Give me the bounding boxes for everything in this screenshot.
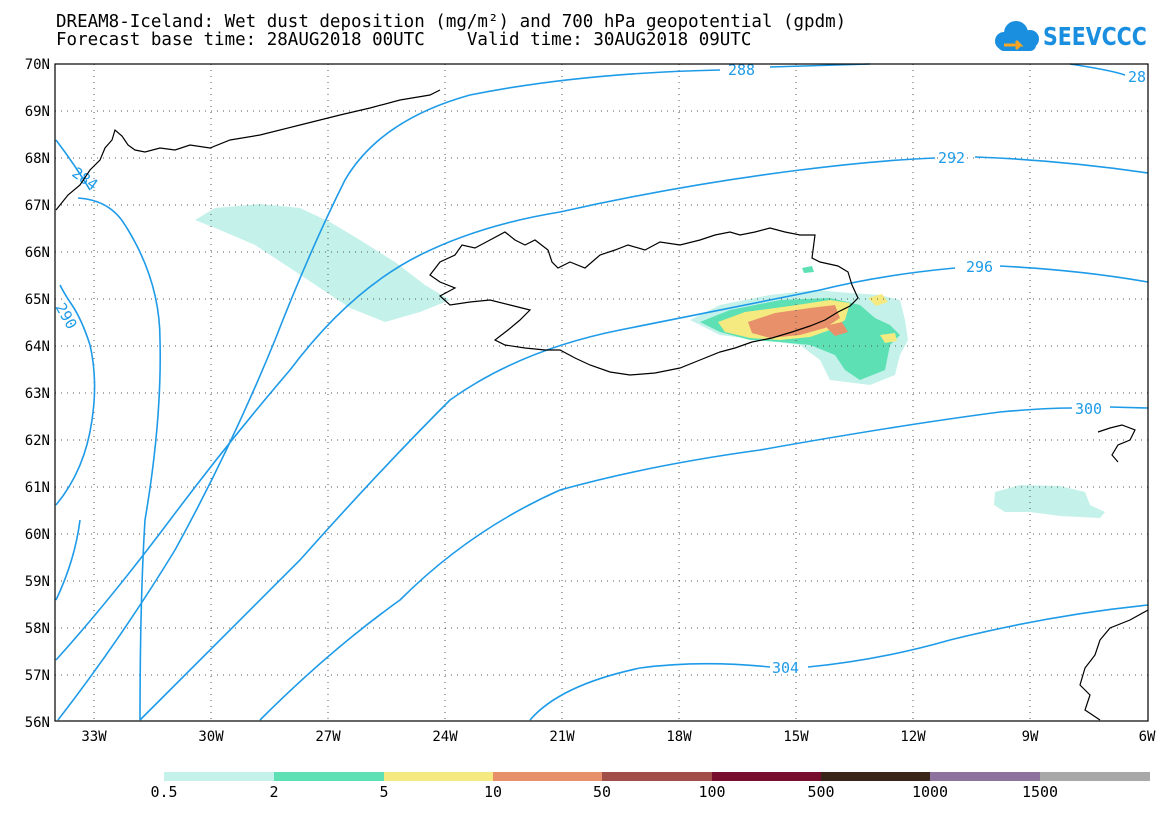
shetland-coast [1097, 424, 1136, 463]
legend-swatch [493, 772, 602, 781]
legend-label: 5 [379, 783, 389, 801]
lon-label: 12W [900, 729, 926, 745]
lon-label: 15W [783, 729, 809, 745]
map-title: DREAM8-Iceland: Wet dust deposition (mg/… [56, 12, 847, 32]
legend-label: 1500 [1021, 783, 1059, 801]
legend-swatch [930, 772, 1040, 781]
legend-swatch [712, 772, 821, 781]
contour-label: 28 [1128, 68, 1146, 86]
legend-swatch [821, 772, 930, 781]
dust-area-5c [880, 333, 897, 343]
contour-label: 290 [52, 300, 81, 332]
legend-label: 50 [592, 783, 612, 801]
dust-deposition-layer [195, 204, 1105, 518]
dust-area-10b [825, 322, 848, 336]
dust-area-small [802, 266, 814, 273]
contour-label: 296 [966, 258, 993, 276]
greenland-coast [55, 89, 441, 211]
legend-swatch [274, 772, 384, 781]
lon-label: 21W [549, 729, 575, 745]
cloud-logo-icon [995, 21, 1039, 51]
lon-label: 30W [198, 729, 224, 745]
lat-label: 62N [25, 433, 50, 449]
lat-label: 67N [25, 198, 50, 214]
legend-label: 0.5 [150, 783, 178, 801]
lat-label: 63N [25, 386, 50, 402]
lat-label: 58N [25, 621, 50, 637]
graticule [55, 64, 1148, 721]
iceland-coast [429, 227, 859, 376]
lat-label: 57N [25, 668, 50, 684]
coastlines [55, 89, 1149, 721]
legend-colorbar [164, 772, 1150, 781]
lon-label: 27W [315, 729, 341, 745]
lon-label: 9W [1022, 729, 1039, 745]
lat-label: 61N [25, 480, 50, 496]
contour-label: 304 [772, 659, 799, 677]
legend-label: 500 [807, 783, 835, 801]
dust-area-5b [868, 294, 888, 306]
contour-label: 300 [1075, 400, 1102, 418]
lon-label: 24W [432, 729, 458, 745]
legend-swatch [164, 772, 274, 781]
lat-label: 65N [25, 292, 50, 308]
legend-swatch [1040, 772, 1150, 781]
logo-text: SEEVCCC [1043, 22, 1147, 51]
contour-label: 292 [938, 149, 965, 167]
lat-label: 68N [25, 151, 50, 167]
lon-label: 33W [81, 729, 107, 745]
legend-label: 1000 [911, 783, 949, 801]
dust-area-10 [748, 305, 840, 338]
lat-label: 69N [25, 104, 50, 120]
lon-label: 18W [666, 729, 692, 745]
dust-area-greenland-strait [195, 204, 450, 322]
geopotential-contours [55, 63, 1149, 721]
scotland-coast [1079, 609, 1149, 721]
map-frame [54, 63, 1149, 722]
legend-label: 2 [269, 783, 279, 801]
legend-label: 10 [483, 783, 503, 801]
lat-label: 59N [25, 574, 50, 590]
lat-label: 56N [25, 715, 50, 731]
lat-label: 60N [25, 527, 50, 543]
lat-label: 64N [25, 339, 50, 355]
legend-swatch [602, 772, 712, 781]
lon-label: 6W [1139, 729, 1156, 745]
contour-label: 288 [728, 61, 755, 79]
legend-label: 100 [698, 783, 726, 801]
lat-label: 66N [25, 245, 50, 261]
legend-swatch [384, 772, 493, 781]
map-subtitle: Forecast base time: 28AUG2018 00UTC Vali… [56, 30, 752, 50]
lat-label: 70N [25, 57, 50, 73]
contour-label: 284 [69, 164, 102, 194]
dust-area-faroes [994, 485, 1105, 518]
